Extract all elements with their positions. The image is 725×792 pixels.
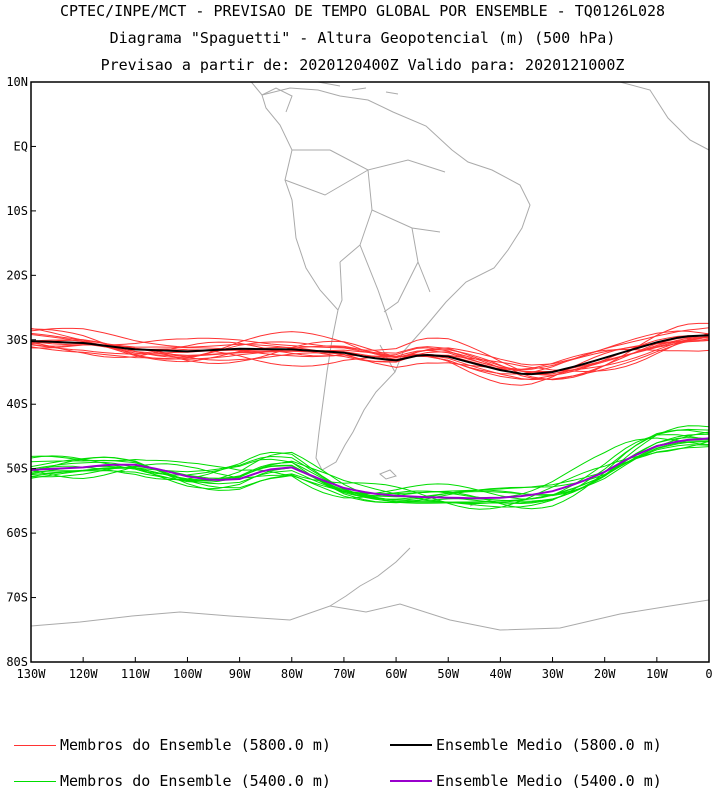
lat-tick-label: EQ xyxy=(14,139,28,153)
ensemble-members-5400 xyxy=(31,425,709,510)
caribbean-islands xyxy=(317,82,399,95)
land-outline-layer xyxy=(31,82,709,631)
falkland-islands xyxy=(379,469,397,480)
chart-title-line-3: Previsao a partir de: 2020120400Z Valido… xyxy=(100,56,625,74)
lat-tick-label: 70S xyxy=(6,591,28,605)
lat-tick-label: 10S xyxy=(6,204,28,218)
chart-title-line-1: CPTEC/INPE/MCT - PREVISAO DE TEMPO GLOBA… xyxy=(59,2,666,20)
lat-tick-label: 80S xyxy=(6,655,28,669)
legend-label: Ensemble Medio (5800.0 m) xyxy=(436,736,662,754)
ensemble-member-5800-line xyxy=(31,336,709,381)
lon-tick-label: 110W xyxy=(121,667,151,681)
ensemble-mean-5800-line xyxy=(31,334,709,376)
lon-tick-label: 20W xyxy=(594,667,616,681)
central-america-outline xyxy=(250,82,293,113)
lon-tick-label: 80W xyxy=(281,667,303,681)
ensemble-member-5400-line xyxy=(31,433,709,504)
legend-members-5800: Membros do Ensemble (5800.0 m) xyxy=(14,736,331,754)
legend-label: Ensemble Medio (5400.0 m) xyxy=(436,772,662,790)
legend-swatch-black xyxy=(390,744,432,746)
antarctica-coast xyxy=(31,599,709,631)
lon-tick-label: 130W xyxy=(17,667,47,681)
south-america-outline xyxy=(261,87,531,471)
legend-swatch-red xyxy=(14,744,56,746)
lat-tick-label: 10N xyxy=(6,75,28,89)
legend-label: Membros do Ensemble (5800.0 m) xyxy=(60,736,331,754)
lat-tick-label: 30S xyxy=(6,333,28,347)
lat-tick-label: 50S xyxy=(6,462,28,476)
lon-tick-label: 60W xyxy=(385,667,407,681)
country-borders xyxy=(284,149,446,373)
legend-members-5400: Membros do Ensemble (5400.0 m) xyxy=(14,772,331,790)
ensemble-member-5400-line xyxy=(31,439,709,505)
africa-outline xyxy=(619,82,709,151)
lat-tick-label: 40S xyxy=(6,397,28,411)
lon-tick-label: 70W xyxy=(333,667,355,681)
legend-swatch-green xyxy=(14,780,56,782)
lon-tick-label: 100W xyxy=(173,667,203,681)
lat-tick-label: 60S xyxy=(6,526,28,540)
lat-tick-label: 20S xyxy=(6,268,28,282)
ensemble-member-5400-line xyxy=(31,444,709,503)
lon-tick-label: 0 xyxy=(705,667,712,681)
lon-tick-label: 90W xyxy=(229,667,251,681)
chart-title-line-2: Diagrama "Spaguetti" - Altura Geopotenci… xyxy=(109,29,616,47)
legend-swatch-purple xyxy=(390,780,432,782)
legend-mean-5400: Ensemble Medio (5400.0 m) xyxy=(390,772,662,790)
legend-mean-5800: Ensemble Medio (5800.0 m) xyxy=(390,736,662,754)
ensemble-members-5800 xyxy=(31,322,709,386)
ensemble-mean-5400-line xyxy=(31,437,709,500)
lon-tick-label: 40W xyxy=(490,667,512,681)
ensemble-member-5400-line xyxy=(31,437,709,499)
antarctic-peninsula xyxy=(329,547,411,607)
lon-tick-label: 120W xyxy=(69,667,99,681)
lon-tick-label: 50W xyxy=(437,667,459,681)
map-frame xyxy=(30,81,710,663)
lon-tick-label: 10W xyxy=(646,667,668,681)
lon-tick-label: 30W xyxy=(542,667,564,681)
ensemble-member-5800-line xyxy=(31,332,709,371)
legend-label: Membros do Ensemble (5400.0 m) xyxy=(60,772,331,790)
